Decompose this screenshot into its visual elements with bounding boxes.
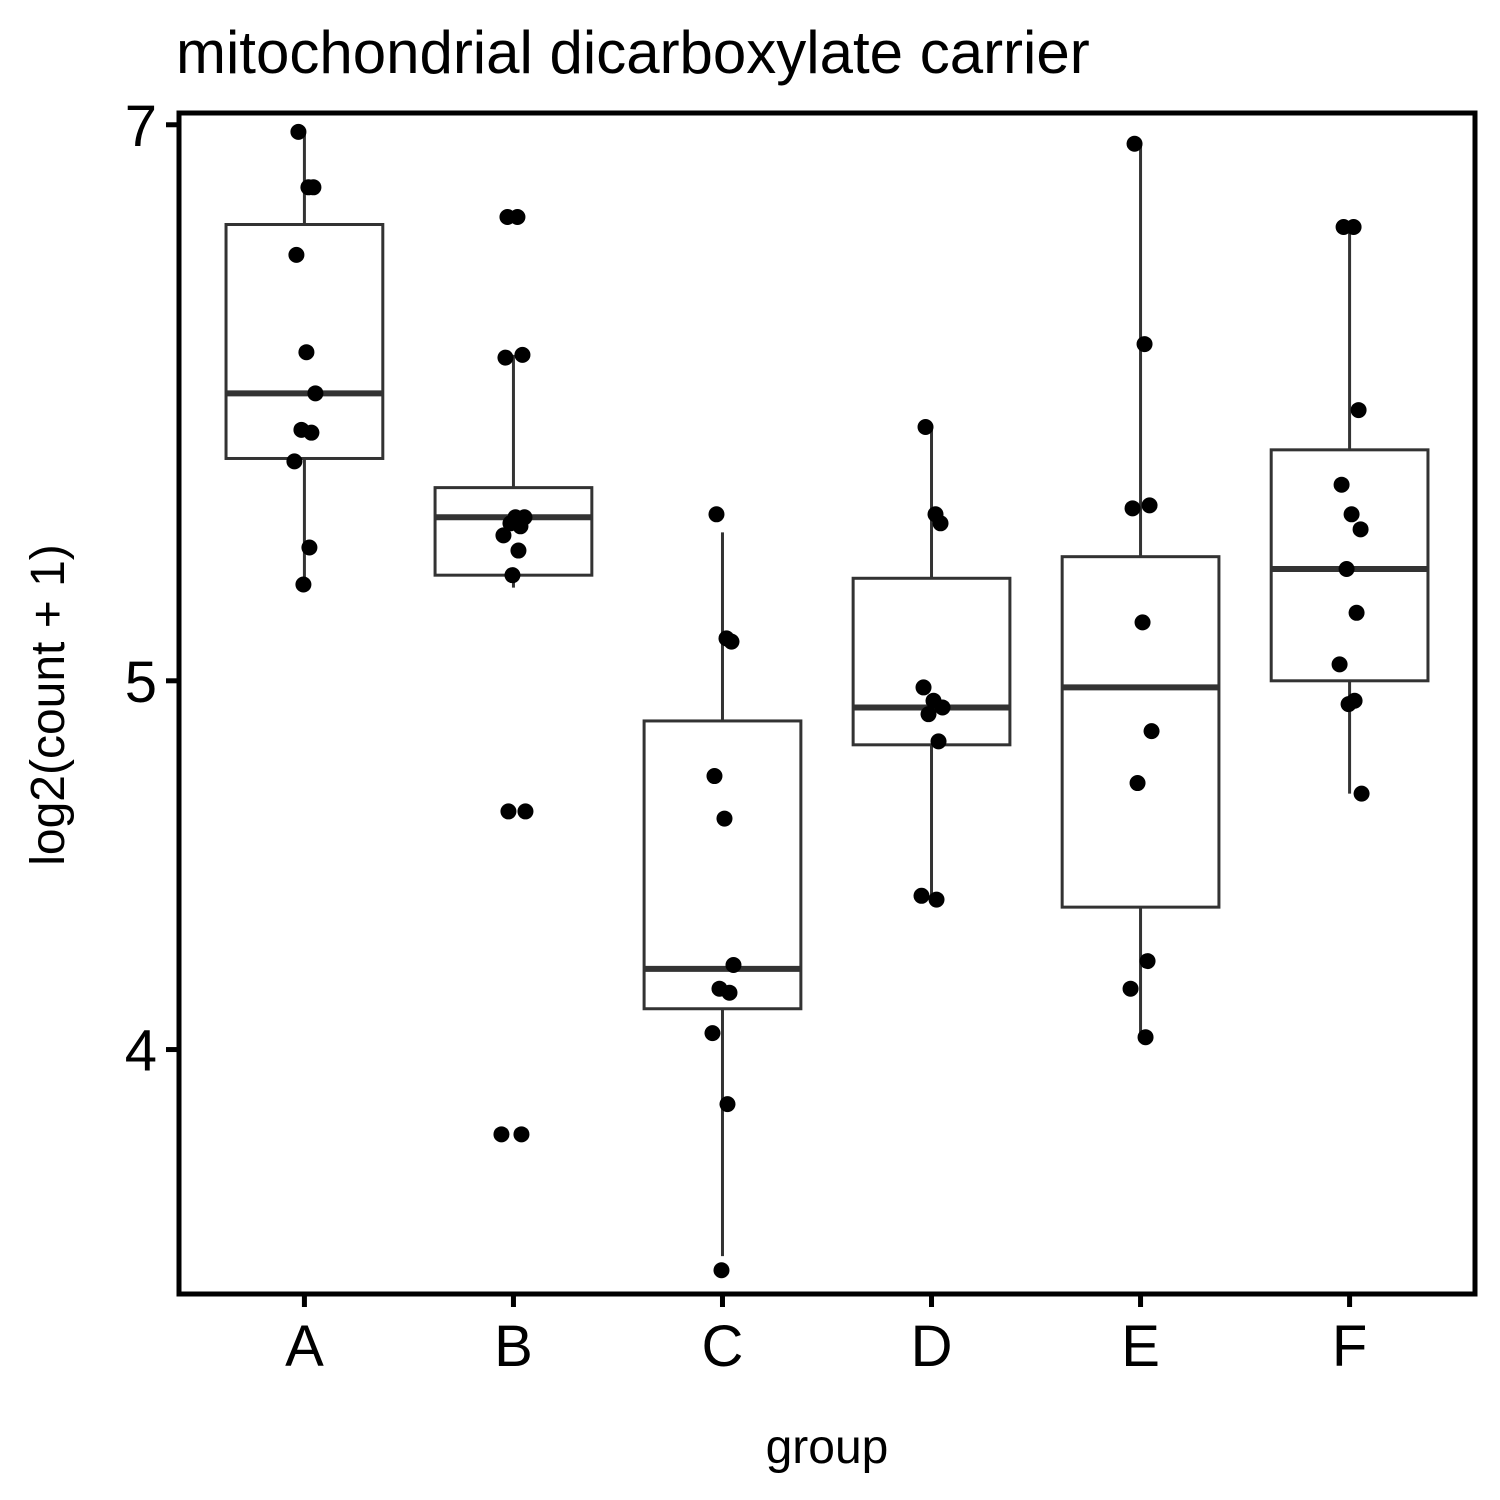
data-point — [504, 567, 521, 584]
x-axis-title: group — [766, 1421, 889, 1474]
data-point — [509, 208, 526, 225]
data-point — [723, 633, 740, 650]
data-point — [303, 424, 320, 441]
data-point — [930, 733, 947, 750]
data-point — [301, 539, 318, 556]
points-b — [493, 208, 534, 1143]
x-axis: A B C D E F — [285, 1294, 1367, 1379]
data-point — [1350, 402, 1367, 419]
data-point — [913, 887, 930, 904]
data-point — [716, 810, 733, 827]
data-point — [928, 891, 945, 908]
data-point — [1331, 656, 1348, 673]
box-d — [851, 427, 1012, 896]
data-point — [1343, 506, 1360, 523]
data-point — [708, 506, 725, 523]
data-point — [493, 1126, 510, 1143]
y-axis-title: log2(count + 1) — [22, 544, 75, 866]
box-body — [433, 486, 594, 577]
box-body — [224, 223, 385, 460]
data-point — [497, 349, 514, 366]
data-point — [920, 706, 937, 723]
data-point — [510, 542, 527, 559]
y-tick-label: 4 — [125, 1019, 157, 1084]
x-tick-label: B — [494, 1314, 533, 1379]
box-c — [642, 532, 803, 1257]
points-e — [1122, 135, 1160, 1046]
data-point — [1137, 1029, 1154, 1046]
data-point — [514, 346, 531, 363]
data-point — [934, 699, 951, 716]
data-point — [719, 1096, 736, 1113]
data-point — [1338, 560, 1355, 577]
y-axis: 4 5 7 — [125, 94, 179, 1084]
data-point — [290, 123, 307, 140]
points-f — [1331, 219, 1370, 802]
data-point — [1340, 696, 1357, 713]
x-tick-label: C — [702, 1314, 744, 1379]
x-tick-label: F — [1332, 1314, 1367, 1379]
data-point — [1122, 980, 1139, 997]
data-point — [1134, 614, 1151, 631]
data-point — [305, 179, 322, 196]
data-point — [1129, 775, 1146, 792]
data-point — [1348, 604, 1365, 621]
box-body — [1060, 555, 1221, 909]
data-point — [286, 453, 303, 470]
data-point — [500, 803, 517, 820]
data-point — [512, 518, 529, 535]
data-point — [706, 768, 723, 785]
data-point — [1141, 497, 1158, 514]
box-body — [642, 719, 803, 1011]
data-point — [721, 984, 738, 1001]
data-point — [1143, 723, 1160, 740]
points-c — [704, 506, 742, 1279]
data-point — [513, 1126, 530, 1143]
data-point — [1124, 500, 1141, 517]
y-tick-label: 7 — [125, 94, 157, 159]
data-point — [915, 679, 932, 696]
data-point — [932, 515, 949, 532]
data-point — [917, 419, 934, 436]
points-a — [286, 123, 324, 593]
data-point — [725, 956, 742, 973]
data-point — [1139, 953, 1156, 970]
data-point — [1136, 336, 1153, 353]
y-tick-label: 5 — [125, 650, 157, 715]
x-tick-label: A — [285, 1314, 324, 1379]
data-point — [298, 344, 315, 361]
plot-area — [224, 123, 1430, 1279]
box-f — [1269, 227, 1430, 794]
data-point — [1352, 521, 1369, 538]
x-tick-label: D — [911, 1314, 953, 1379]
data-point — [1333, 476, 1350, 493]
data-point — [713, 1262, 730, 1279]
chart-title: mitochondrial dicarboxylate carrier — [176, 19, 1090, 86]
box-e — [1060, 143, 1221, 1038]
data-point — [1345, 219, 1362, 236]
data-point — [704, 1025, 721, 1042]
plot-panel-border — [176, 110, 1478, 1297]
data-point — [517, 803, 534, 820]
data-point — [307, 385, 324, 402]
box-a — [224, 131, 385, 585]
data-point — [1126, 135, 1143, 152]
x-tick-label: E — [1121, 1314, 1160, 1379]
data-point — [1353, 785, 1370, 802]
points-d — [913, 419, 951, 908]
data-point — [495, 527, 512, 544]
data-point — [288, 246, 305, 263]
data-point — [295, 576, 312, 593]
